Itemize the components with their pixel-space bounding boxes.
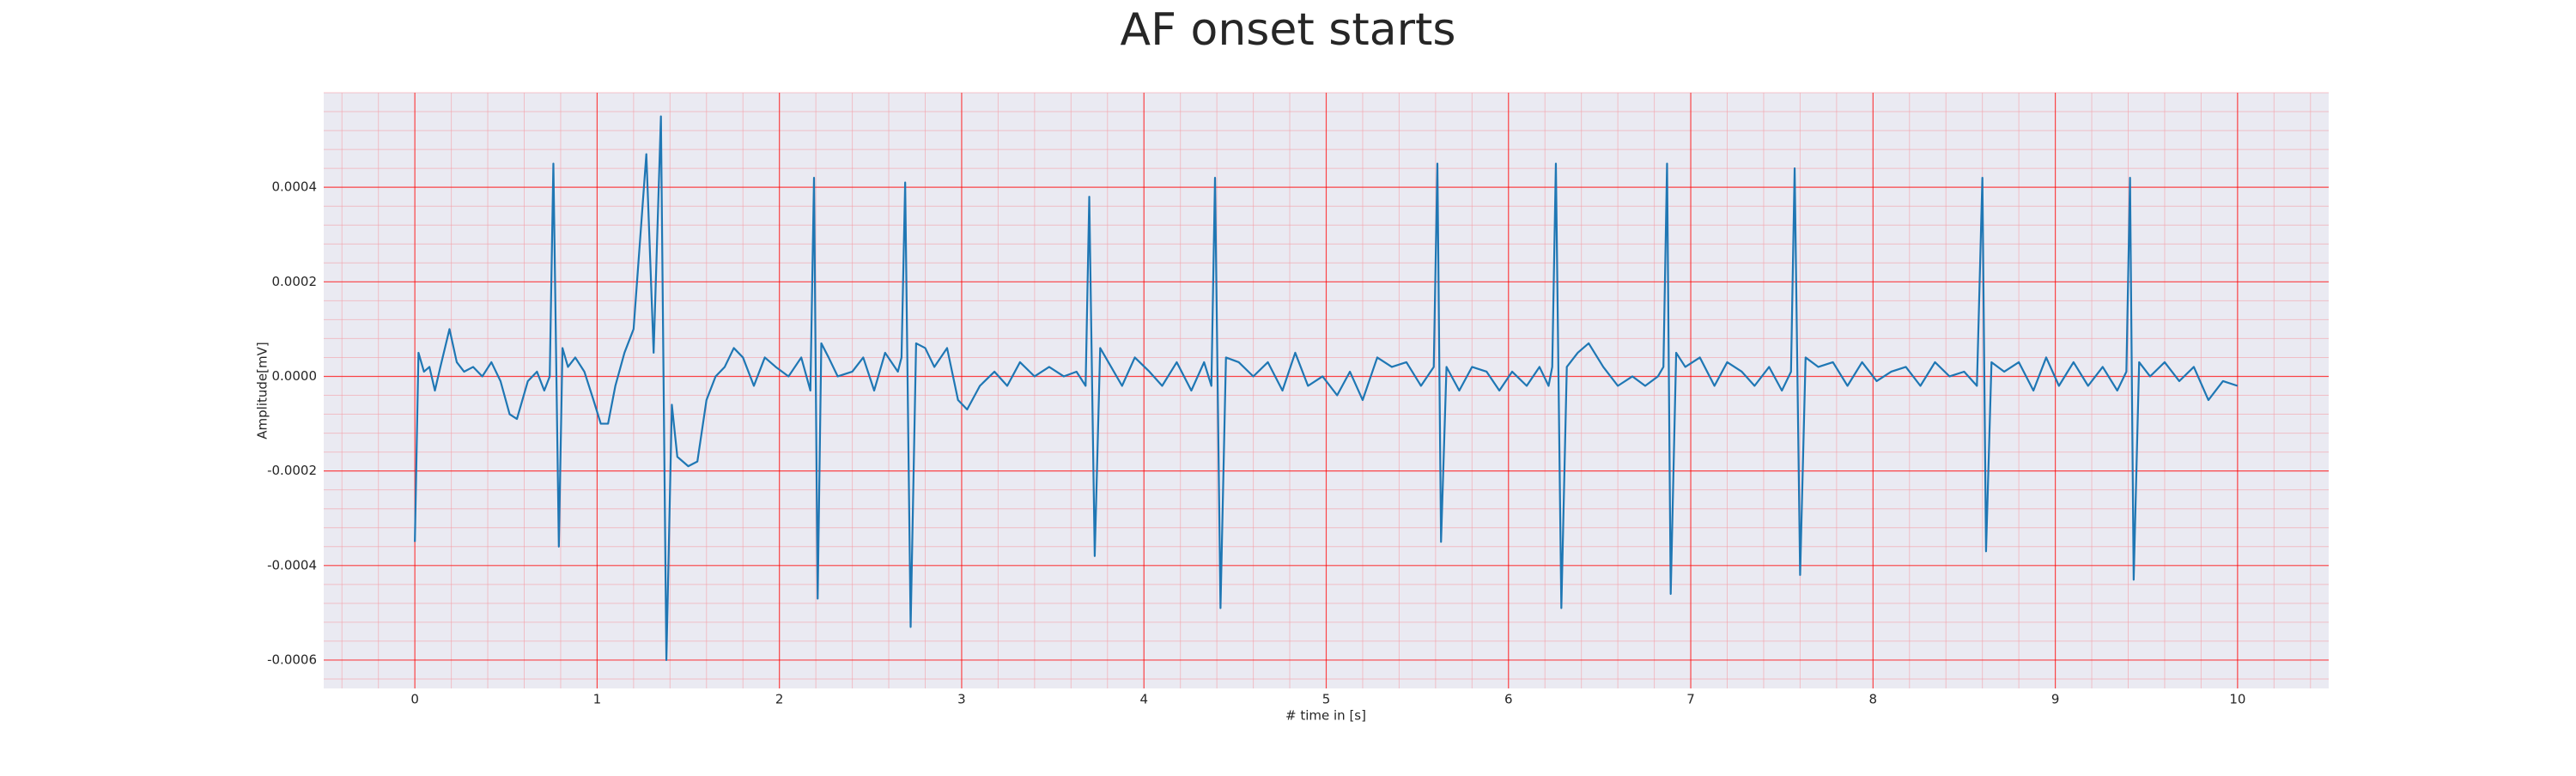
x-tick-label: 1 xyxy=(593,692,602,707)
x-tick-label: 9 xyxy=(2051,692,2060,707)
y-axis-label: Amplitude[mV] xyxy=(255,342,270,439)
x-tick-label: 10 xyxy=(2229,692,2245,707)
y-tick-label: -0.0002 xyxy=(267,463,317,478)
x-tick-label: 0 xyxy=(410,692,419,707)
x-axis-label: # time in [s] xyxy=(1285,708,1366,724)
x-tick-label: 6 xyxy=(1504,692,1513,707)
y-tick-label: 0.0004 xyxy=(272,179,318,195)
y-tick-label: 0.0000 xyxy=(272,368,318,384)
y-tick-label: -0.0006 xyxy=(267,652,317,667)
marks xyxy=(414,115,2239,662)
y-tick-label: -0.0004 xyxy=(267,557,317,573)
grid xyxy=(324,92,2329,688)
x-tick-label: 7 xyxy=(1686,692,1695,707)
x-tick-label: 3 xyxy=(957,692,966,707)
x-tick-label: 2 xyxy=(775,692,784,707)
chart-title: AF onset starts xyxy=(1121,4,1456,56)
x-tick-label: 4 xyxy=(1139,692,1148,707)
y-tick-label: 0.0002 xyxy=(272,274,318,289)
x-tick-label: 5 xyxy=(1322,692,1331,707)
x-tick-label: 8 xyxy=(1869,692,1878,707)
signal-line xyxy=(414,115,2239,662)
